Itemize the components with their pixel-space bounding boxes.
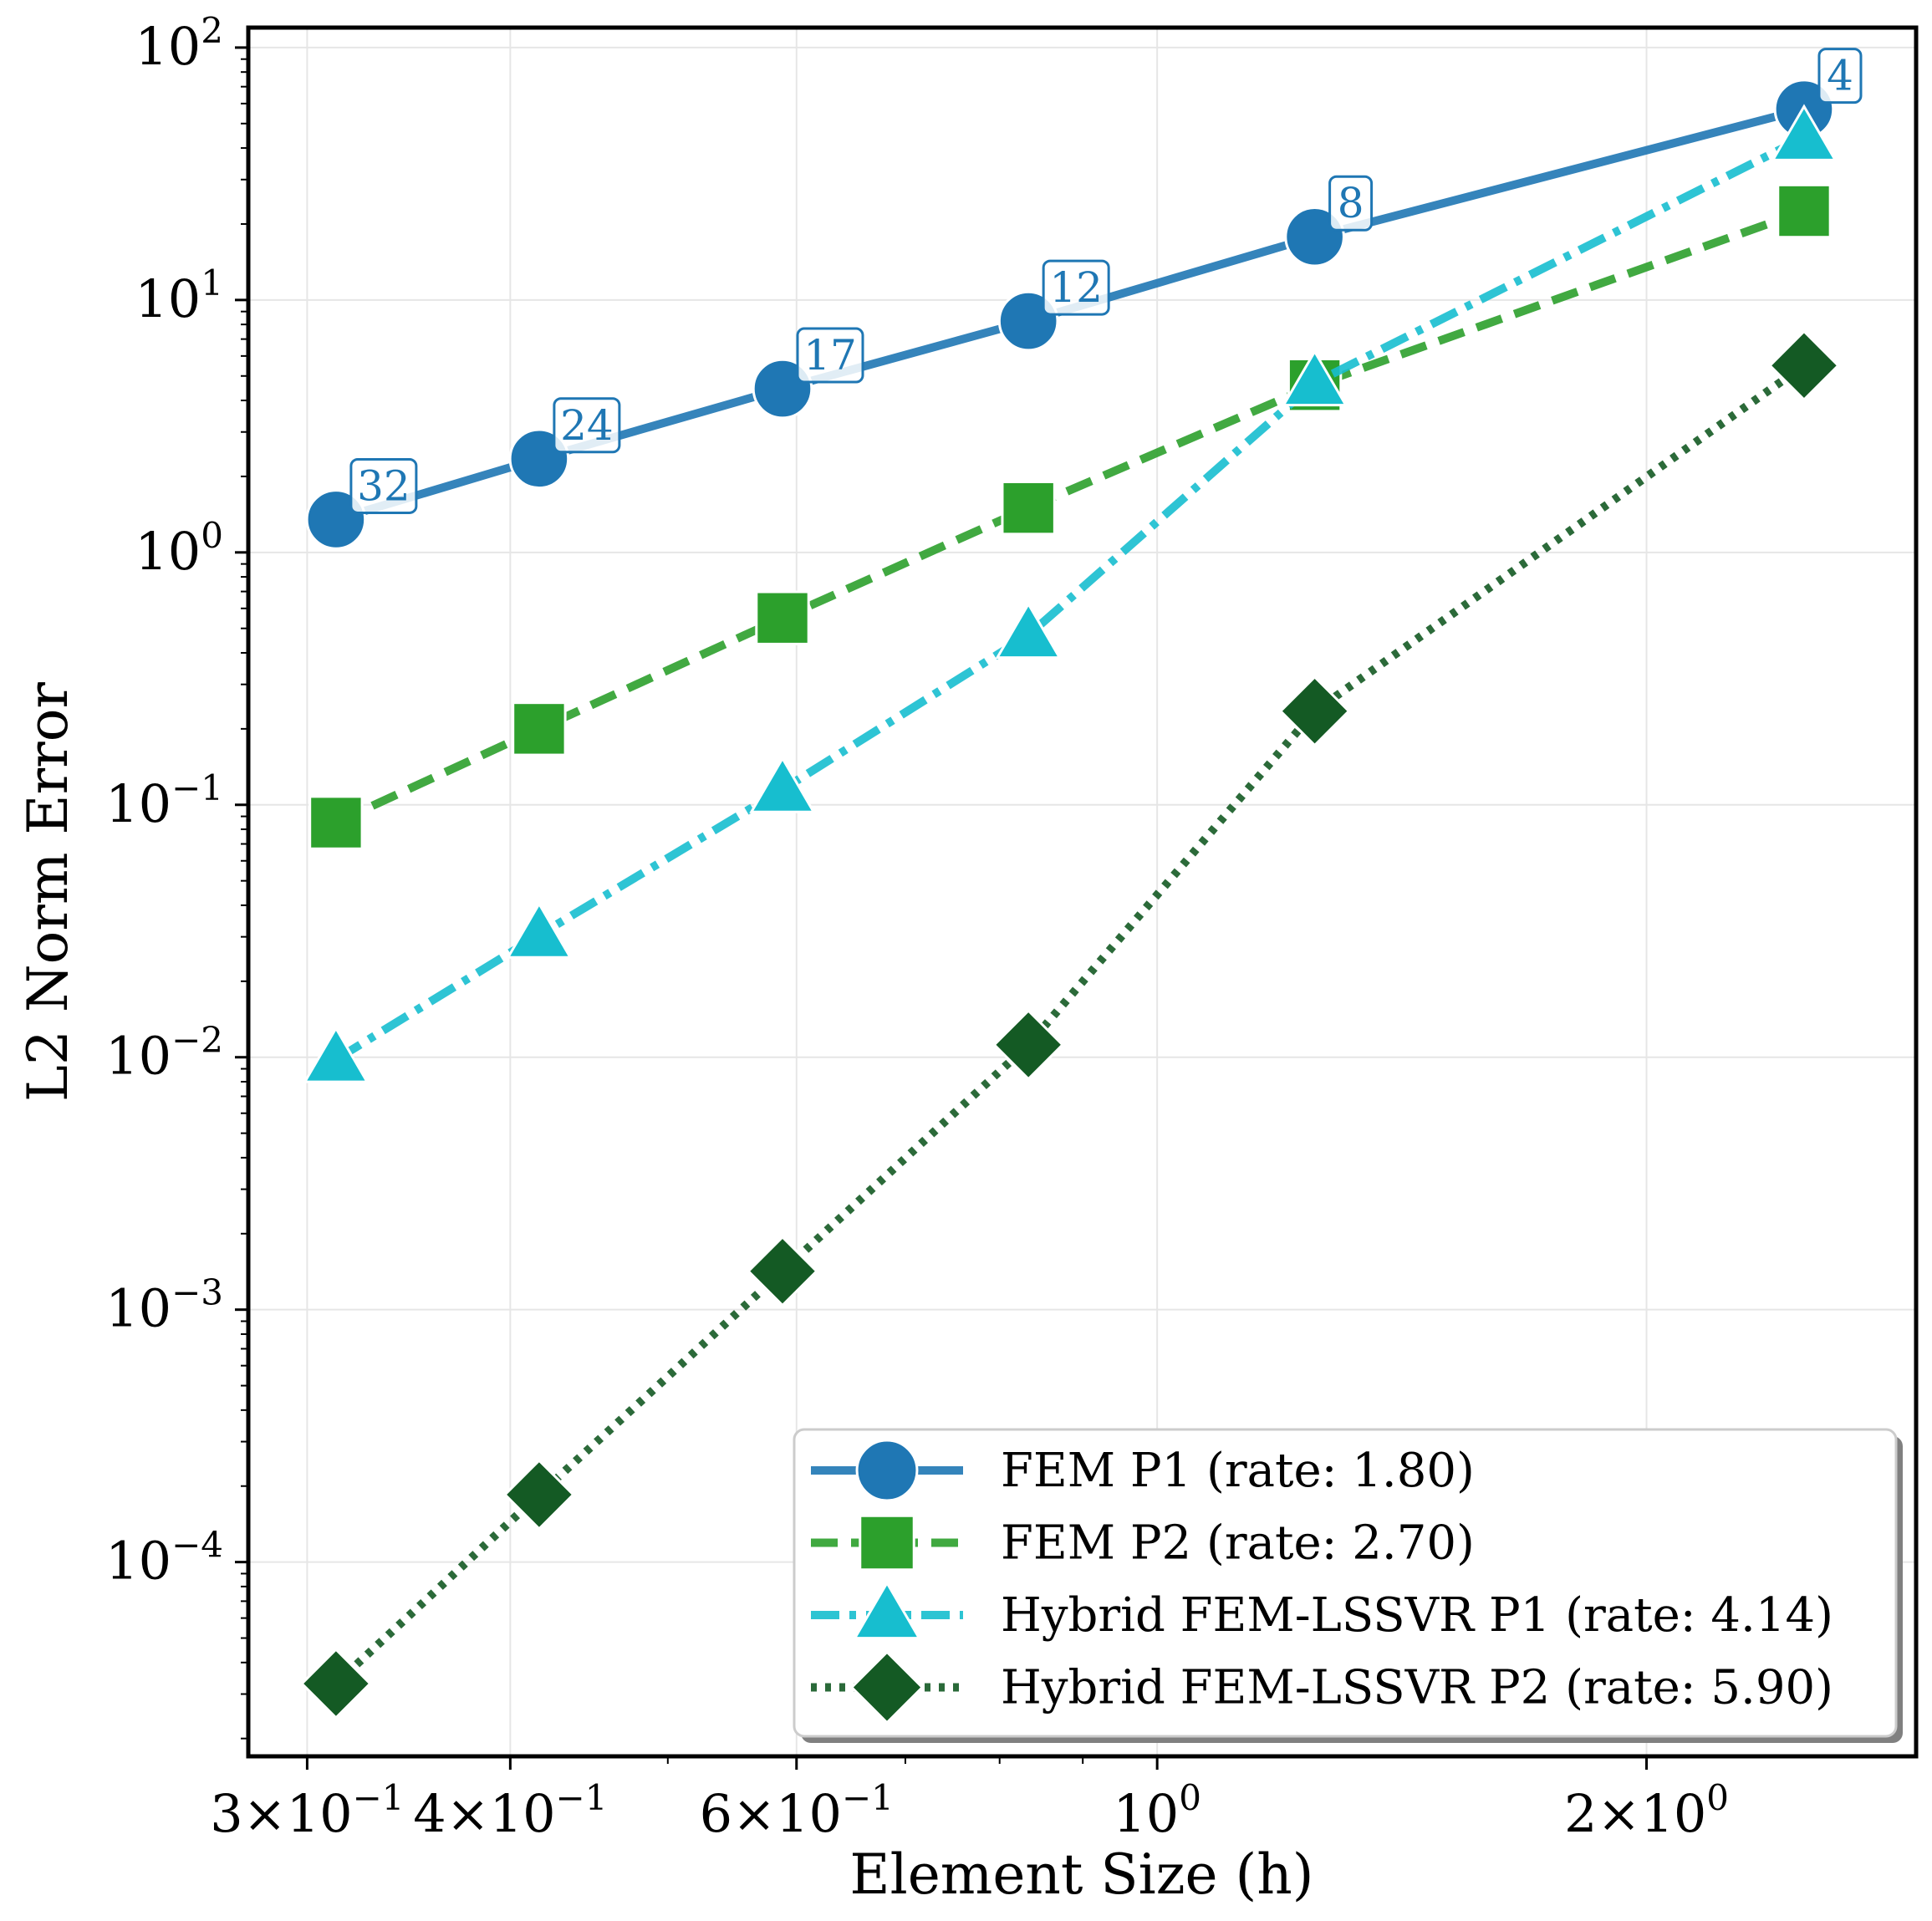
y-tick-label: 102 bbox=[135, 10, 223, 77]
series-line bbox=[333, 362, 1807, 1687]
y-tick-label: 101 bbox=[135, 262, 223, 329]
data-point bbox=[303, 1026, 370, 1083]
y-axis-title: L2 Norm Error bbox=[16, 682, 80, 1102]
series-3 bbox=[303, 104, 1838, 1083]
point-label: 12 bbox=[1049, 263, 1103, 312]
legend-entry: FEM P1 (rate: 1.80) bbox=[811, 1439, 1475, 1502]
y-tick-label: 10−3 bbox=[105, 1272, 223, 1339]
data-point bbox=[506, 901, 573, 959]
point-label-box bbox=[1328, 175, 1374, 232]
y-tick-label: 10−2 bbox=[105, 1020, 223, 1087]
x-tick-label: 6×10−1 bbox=[700, 1777, 894, 1844]
data-point bbox=[512, 701, 567, 757]
point-label: 8 bbox=[1338, 179, 1364, 227]
data-point bbox=[502, 1459, 575, 1531]
legend: FEM P1 (rate: 1.80) FEM P2 (rate: 2.70) Hy… bbox=[793, 1428, 1903, 1743]
legend-marker bbox=[859, 1514, 915, 1572]
point-label-box bbox=[349, 457, 418, 514]
series-line bbox=[334, 134, 1807, 1063]
data-point bbox=[308, 795, 364, 850]
x-axis-title: Element Size (h) bbox=[849, 1842, 1313, 1907]
data-point bbox=[1771, 104, 1838, 161]
legend-entry: Hybrid FEM-LSSVR P1 (rate: 4.14) bbox=[811, 1580, 1833, 1643]
data-point bbox=[1281, 349, 1348, 407]
point-label: 17 bbox=[803, 331, 857, 380]
y-axis-ticks: 102 101 100 10−1 10−2 10−3 10−4 bbox=[105, 10, 248, 1592]
point-label-box bbox=[1817, 48, 1863, 104]
point-label: 4 bbox=[1827, 52, 1853, 100]
y-tick-label: 10−4 bbox=[105, 1525, 223, 1592]
point-label-box bbox=[796, 327, 864, 384]
legend-marker bbox=[852, 1580, 922, 1640]
legend-label: FEM P1 (rate: 1.80) bbox=[1001, 1444, 1475, 1498]
x-tick-label: 3×10−1 bbox=[210, 1777, 404, 1844]
point-label-box bbox=[1042, 259, 1110, 316]
x-axis-ticks: 3×10−1 4×10−1 6×10−1 100 2×100 bbox=[210, 1756, 1729, 1844]
legend-marker bbox=[849, 1650, 925, 1725]
series-line bbox=[334, 104, 1806, 524]
point-label: 32 bbox=[357, 461, 410, 510]
series-line bbox=[334, 206, 1806, 827]
data-point bbox=[299, 1648, 372, 1720]
y-tick-label: 10−1 bbox=[105, 767, 223, 834]
x-tick-label: 2×100 bbox=[1564, 1777, 1729, 1844]
point-label-box bbox=[553, 397, 621, 454]
legend-box bbox=[793, 1428, 1898, 1738]
data-point bbox=[1777, 183, 1832, 239]
plot-frame bbox=[246, 25, 1919, 1759]
series-layer bbox=[299, 79, 1840, 1720]
y-tick-label: 100 bbox=[135, 515, 223, 582]
x-tick-label: 100 bbox=[1113, 1777, 1201, 1844]
legend-label: Hybrid FEM-LSSVR P2 (rate: 5.90) bbox=[1001, 1661, 1833, 1715]
data-point bbox=[992, 1008, 1065, 1081]
point-labels: 32 24 17 12 8 4 bbox=[349, 48, 1863, 514]
legend-entry: FEM P2 (rate: 2.70) bbox=[811, 1514, 1475, 1572]
data-point bbox=[1278, 675, 1351, 747]
x-tick-label: 4×10−1 bbox=[413, 1777, 607, 1844]
series-4 bbox=[299, 329, 1840, 1720]
data-point bbox=[755, 590, 810, 645]
data-point bbox=[747, 1235, 818, 1307]
legend-entry: Hybrid FEM-LSSVR P2 (rate: 5.90) bbox=[811, 1650, 1833, 1725]
data-point bbox=[749, 756, 816, 813]
data-point bbox=[1768, 329, 1840, 402]
point-label: 24 bbox=[560, 401, 614, 450]
legend-marker bbox=[855, 1439, 919, 1502]
legend-label: FEM P2 (rate: 2.70) bbox=[1001, 1516, 1475, 1571]
legend-label: Hybrid FEM-LSSVR P1 (rate: 4.14) bbox=[1001, 1588, 1833, 1643]
data-point bbox=[1001, 480, 1056, 536]
data-point bbox=[995, 601, 1062, 660]
